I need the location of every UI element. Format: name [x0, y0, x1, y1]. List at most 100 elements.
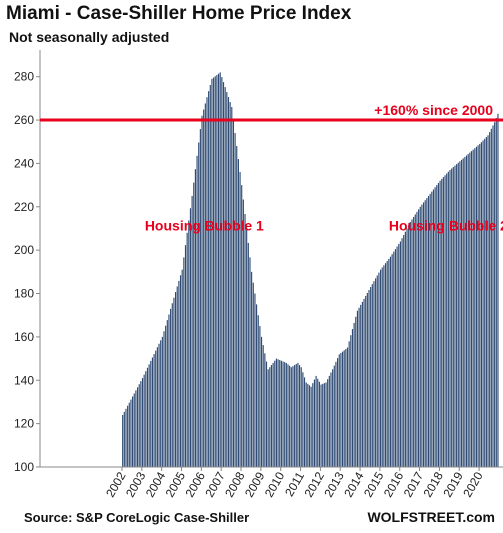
bar	[189, 208, 192, 468]
bar	[495, 117, 497, 467]
bar	[345, 349, 347, 467]
bar	[292, 366, 294, 467]
bar	[472, 149, 474, 467]
bar	[351, 329, 354, 467]
bar	[277, 359, 279, 467]
bar	[308, 385, 311, 467]
bar	[209, 85, 211, 467]
bar	[165, 325, 167, 467]
bar	[447, 171, 449, 468]
bar	[429, 193, 431, 467]
bar	[388, 258, 390, 467]
bar	[262, 345, 264, 467]
bar	[257, 315, 259, 467]
bar	[378, 272, 380, 467]
annotation-layer: +160% since 2000 Housing Bubble 1 Housing …	[40, 102, 503, 234]
bar	[217, 73, 220, 467]
brand-logo-text: WOLFSTREET.com	[367, 509, 495, 525]
bar	[444, 175, 446, 467]
bar	[275, 358, 277, 467]
bar	[360, 304, 362, 467]
bar	[451, 168, 453, 468]
bar	[279, 360, 281, 467]
bar	[461, 159, 463, 467]
bar	[256, 304, 258, 467]
bar	[229, 102, 231, 467]
bar	[239, 172, 241, 467]
bar	[122, 414, 124, 467]
bar	[482, 140, 484, 467]
bar	[170, 308, 172, 467]
bar	[176, 286, 178, 467]
bar	[467, 154, 469, 467]
bar	[317, 378, 319, 467]
bar	[487, 135, 489, 468]
bar	[201, 115, 203, 467]
bar	[436, 185, 438, 468]
bar	[198, 142, 200, 467]
bar	[216, 74, 218, 467]
bar	[419, 206, 421, 468]
bar	[183, 257, 185, 467]
bar	[135, 390, 137, 467]
bar	[259, 326, 261, 467]
bar	[398, 244, 400, 467]
x-tick-label: 2016	[381, 469, 407, 499]
bar	[241, 185, 243, 468]
bar	[409, 221, 411, 467]
bar	[474, 148, 476, 468]
bar	[432, 189, 435, 467]
y-tick-label: 280	[14, 70, 34, 84]
bar	[302, 372, 304, 467]
bar	[252, 282, 254, 467]
bar	[363, 298, 365, 467]
bar	[327, 379, 329, 467]
bar	[418, 209, 420, 467]
bar	[148, 364, 150, 467]
bar	[459, 161, 461, 467]
bar	[303, 377, 306, 467]
bar	[181, 269, 183, 467]
bar	[475, 146, 478, 468]
bar	[242, 199, 244, 467]
bar	[353, 322, 355, 467]
bar	[130, 399, 132, 467]
bar	[414, 214, 416, 467]
bar	[464, 156, 466, 468]
bar	[442, 177, 444, 467]
bar	[265, 361, 268, 467]
bar	[146, 367, 149, 467]
bar	[477, 145, 479, 467]
bar	[396, 246, 398, 467]
bar	[404, 231, 406, 467]
bar	[300, 367, 302, 467]
bar	[237, 159, 239, 467]
bar	[421, 204, 423, 467]
x-tick-label: 2007	[202, 469, 228, 499]
x-tick-label: 2004	[143, 469, 169, 499]
bar	[348, 341, 350, 467]
bar	[427, 195, 430, 467]
bar	[462, 158, 464, 468]
bar	[416, 211, 418, 467]
x-tick-label: 2005	[163, 469, 189, 499]
bar	[211, 78, 213, 467]
bar	[361, 301, 363, 467]
bar	[376, 275, 378, 467]
bar	[171, 303, 173, 467]
bar	[310, 386, 312, 467]
x-tick-label: 2019	[440, 469, 466, 499]
bar	[479, 143, 481, 467]
bar	[480, 142, 482, 467]
bar	[318, 381, 320, 467]
bar	[332, 369, 334, 467]
bar	[439, 180, 441, 467]
bar	[469, 152, 471, 467]
bar	[313, 379, 316, 467]
bar	[403, 234, 405, 467]
bar	[132, 396, 134, 467]
x-tick-label: 2017	[401, 469, 427, 499]
bar	[249, 257, 251, 467]
bar	[346, 347, 349, 467]
